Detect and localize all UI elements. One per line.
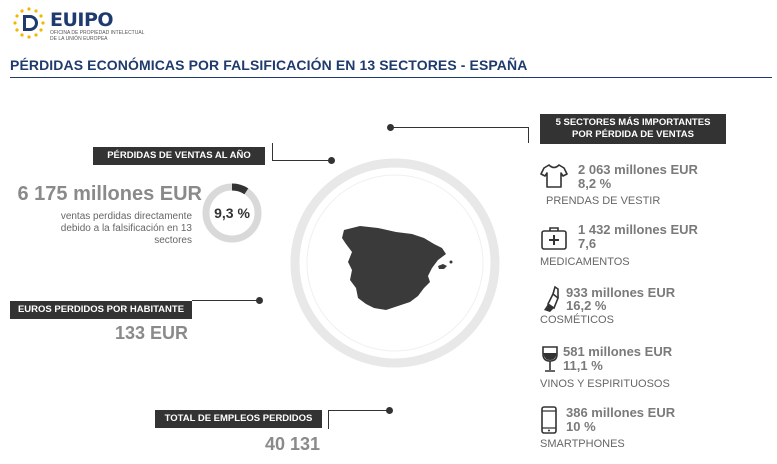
sector-percent: 11,1 % <box>563 358 603 373</box>
spain-map-circle <box>290 158 500 368</box>
connector-line <box>393 127 529 128</box>
sales-loss-amount: 6 175 millones EUR <box>17 183 202 205</box>
connector-line <box>528 127 529 143</box>
first-aid-kit-icon <box>540 225 568 251</box>
connector-dot <box>256 297 263 304</box>
spain-map-icon <box>338 222 458 314</box>
per-capita-value: 133 EUR <box>114 323 188 343</box>
sector-name: PRENDAS DE VESTIR <box>546 195 661 207</box>
sales-loss-label: PÉRDIDAS DE VENTAS AL AÑO <box>93 147 265 165</box>
sector-percent: 7,6 <box>578 236 597 251</box>
sector-amount: 581 millones EUR <box>563 344 673 359</box>
logo-text: EUIPO <box>50 9 114 31</box>
sector-percent: 8,2 % <box>578 176 612 191</box>
sector-name: SMARTPHONES <box>540 438 625 450</box>
page-title: PÉRDIDAS ECONÓMICAS POR FALSIFICACIÓN EN… <box>10 57 528 73</box>
connector-dot <box>387 124 394 131</box>
title-divider <box>10 77 772 78</box>
jobs-label: TOTAL DE EMPLEOS PERDIDOS <box>155 410 322 428</box>
connector-line <box>272 143 273 160</box>
wine-glass-icon <box>540 345 560 373</box>
connector-line <box>328 410 329 429</box>
per-capita-label: EUROS PERDIDOS POR HABITANTE <box>10 301 192 319</box>
sector-amount: 1 432 millones EUR <box>578 222 698 237</box>
lipstick-icon <box>540 284 560 312</box>
smartphone-icon <box>540 406 558 434</box>
jobs-value: 40 131 <box>264 434 320 454</box>
connector-line <box>328 410 388 411</box>
sector-amount: 386 millones EUR <box>566 405 676 420</box>
sector-percent: 10 % <box>566 419 596 434</box>
sector-amount: 933 millones EUR <box>566 285 676 300</box>
shirt-icon <box>540 163 568 189</box>
sector-name: MEDICAMENTOS <box>540 256 630 268</box>
logo-subtitle: OFICINA DE PROPIEDAD INTELECTUAL DE LA U… <box>50 30 145 42</box>
sector-amount: 2 063 millones EUR <box>578 162 698 177</box>
connector-dot <box>328 157 335 164</box>
connector-line <box>272 160 330 161</box>
connector-line <box>192 300 258 301</box>
euipo-logo-icon <box>12 6 46 40</box>
top-sectors-label: 5 SECTORES MÁS IMPORTANTES POR PÉRDIDA D… <box>540 114 726 144</box>
sales-loss-description: ventas perdidas directamente debido a la… <box>60 211 192 246</box>
percent-donut <box>200 181 264 245</box>
sector-name: VINOS Y ESPIRITUOSOS <box>540 378 670 390</box>
sector-name: COSMÉTICOS <box>540 314 614 326</box>
connector-dot <box>386 407 393 414</box>
percent-value: 9,3 % <box>214 205 250 221</box>
sector-percent: 16,2 % <box>566 298 607 313</box>
